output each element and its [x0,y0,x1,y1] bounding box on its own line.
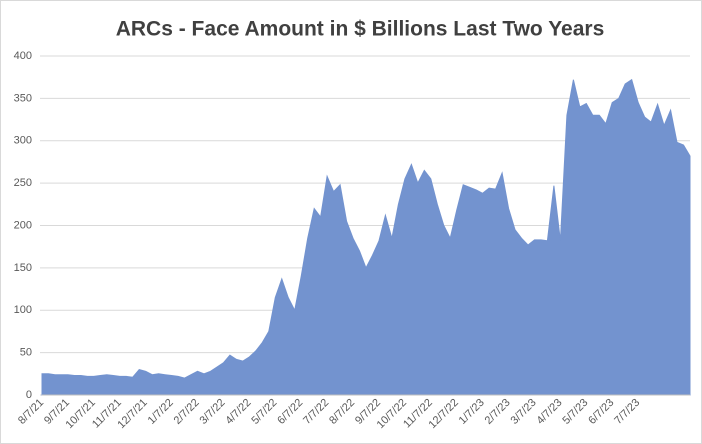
y-tick-label: 300 [14,135,32,147]
y-tick-label: 200 [14,219,32,231]
y-tick-label: 350 [14,92,32,104]
y-tick-label: 100 [14,304,32,316]
y-tick-label: 250 [14,177,32,189]
y-tick-label: 0 [26,389,32,401]
y-tick-label: 50 [20,347,32,359]
chart-title: ARCs - Face Amount in $ Billions Last Tw… [116,18,605,41]
y-tick-label: 400 [14,50,32,62]
plot [41,78,691,396]
area [41,78,691,396]
y-tick-label: 150 [14,262,32,274]
